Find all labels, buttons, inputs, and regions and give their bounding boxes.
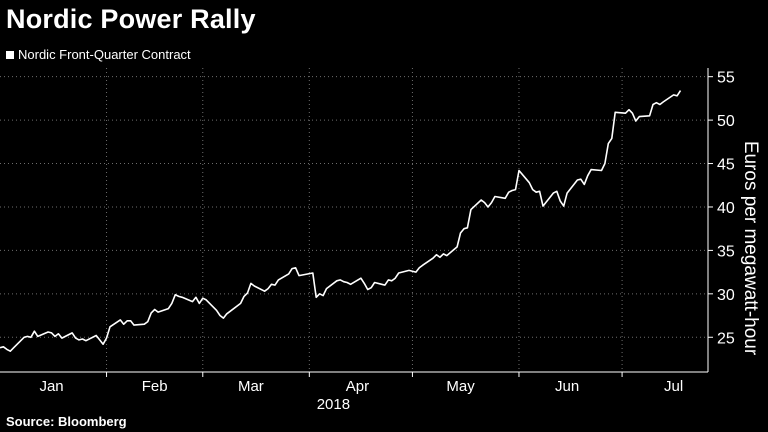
legend-label: Nordic Front-Quarter Contract [18, 47, 191, 62]
x-tick-label-jan: Jan [39, 378, 63, 395]
legend: Nordic Front-Quarter Contract [6, 47, 191, 62]
x-tick-label-jul: Jul [664, 378, 683, 395]
x-tick-label-may: May [446, 378, 475, 395]
chart-title: Nordic Power Rally [6, 4, 256, 34]
y-tick-label-25: 25 [717, 330, 735, 347]
legend-swatch [6, 50, 14, 59]
x-tick-label-jun: Jun [555, 378, 579, 395]
y-tick-label-55: 55 [717, 70, 735, 87]
source-note: Source: Bloomberg [6, 414, 127, 429]
y-axis-label: Euros per megawatt-hour [740, 141, 761, 356]
series-line-0 [0, 90, 682, 352]
y-tick-label-50: 50 [717, 113, 735, 130]
x-tick-label-mar: Mar [238, 378, 264, 395]
y-tick-label-45: 45 [717, 157, 735, 174]
x-axis-year-label: 2018 [317, 396, 350, 413]
x-tick-label-feb: Feb [142, 378, 168, 395]
y-tick-label-30: 30 [717, 287, 735, 304]
y-tick-label-35: 35 [717, 243, 735, 260]
y-tick-label-40: 40 [717, 200, 735, 217]
x-tick-label-apr: Apr [346, 378, 369, 395]
